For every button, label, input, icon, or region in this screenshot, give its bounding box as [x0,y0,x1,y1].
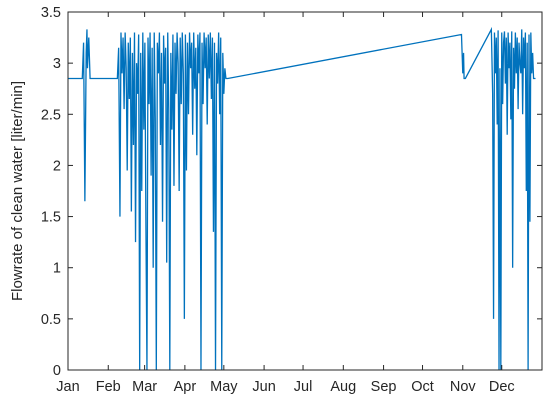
x-tick-label-jan: Jan [56,379,79,395]
y-tick-label: 1.5 [41,210,61,226]
x-axis-ticks: Jan Feb Mar Apr May Jun Jul Aug Sep Oct Nov Dec [56,12,515,395]
x-tick-label-aug: Aug [330,379,356,395]
x-tick-label-dec: Dec [489,379,515,395]
y-tick-label: 0 [53,363,61,379]
plot-series-group [68,26,536,371]
flowrate-series-line [68,26,536,371]
y-tick-label: 2.5 [41,107,61,123]
y-tick-label: 3.5 [41,5,61,21]
x-tick-label-apr: Apr [174,379,197,395]
x-tick-label-mar: Mar [132,379,157,395]
x-tick-label-nov: Nov [450,379,477,395]
x-tick-label-sep: Sep [371,379,397,395]
x-tick-label-feb: Feb [96,379,121,395]
y-tick-label: 1 [53,261,61,277]
y-tick-label: 3 [53,56,61,72]
y-axis-label: Flowrate of clean water [liter/min] [9,81,26,301]
x-tick-label-jun: Jun [252,379,275,395]
y-tick-label: 2 [53,158,61,174]
x-tick-label-oct: Oct [411,379,434,395]
x-tick-label-may: May [210,379,238,395]
x-tick-label-jul: Jul [294,379,313,395]
y-axis-ticks: 0 0.5 1 1.5 2 2.5 3 3.5 [41,5,542,379]
axes-box [67,11,543,371]
y-tick-label: 0.5 [41,312,61,328]
